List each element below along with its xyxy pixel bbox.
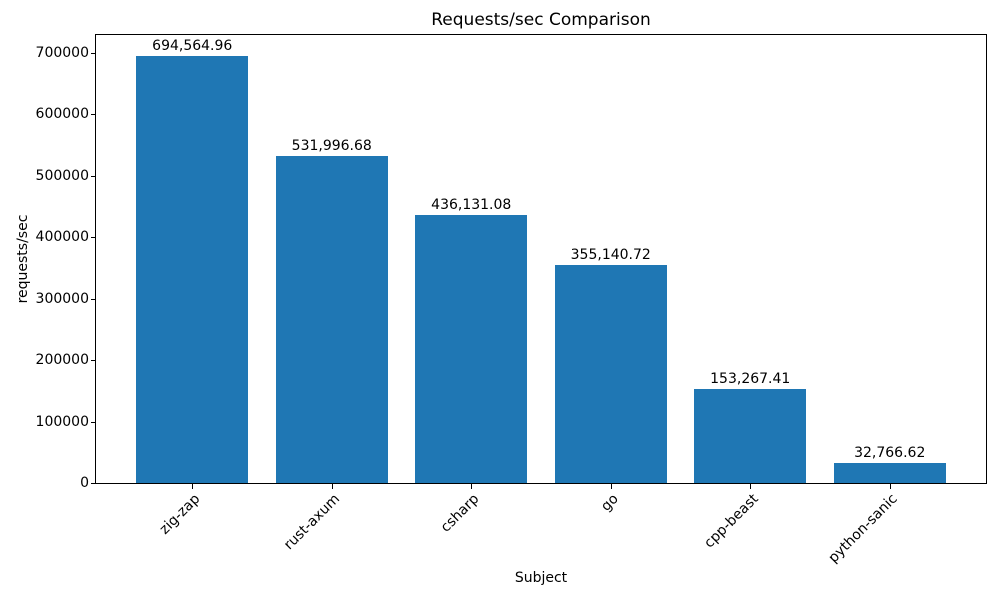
y-tick-label-300000: 300000	[35, 290, 89, 307]
x-axis-label: Subject	[514, 570, 568, 586]
bar-cpp-beast	[694, 388, 807, 483]
y-tick-mark-100000	[91, 421, 96, 423]
bar-value-label-zig-zap: 694,564.96	[152, 38, 233, 55]
y-tick-mark-200000	[91, 360, 96, 362]
bar-go	[554, 264, 667, 483]
y-tick-mark-0	[91, 483, 96, 484]
y-tick-mark-700000	[91, 52, 96, 54]
x-tick-mark-zig-zap	[192, 484, 194, 489]
bar-zig-zap	[136, 56, 249, 483]
bar-value-label-cpp-beast: 153,267.41	[710, 370, 791, 387]
y-tick-mark-600000	[91, 114, 96, 116]
y-tick-mark-400000	[91, 237, 96, 239]
y-tick-label-600000: 600000	[35, 106, 89, 123]
x-tick-mark-go	[610, 484, 612, 489]
bar-value-label-rust-axum: 531,996.68	[291, 138, 372, 155]
x-tick-label-python-sanic: python-sanic	[825, 491, 902, 567]
y-tick-label-100000: 100000	[35, 413, 89, 430]
x-tick-mark-python-sanic	[889, 484, 891, 489]
x-tick-label-cpp-beast: cpp-beast	[701, 491, 762, 552]
y-tick-mark-500000	[91, 175, 96, 177]
x-tick-mark-rust-axum	[331, 484, 333, 489]
bar-value-label-go: 355,140.72	[570, 246, 651, 263]
x-tick-label-csharp: csharp	[437, 491, 483, 536]
y-tick-label-200000: 200000	[35, 352, 89, 369]
bar-value-label-python-sanic: 32,766.62	[854, 444, 926, 461]
y-tick-label-500000: 500000	[35, 167, 89, 184]
bar-value-label-csharp: 436,131.08	[431, 197, 512, 214]
plot-area: 694,564.96 531,996.68 436,131.08 355,140.72…	[95, 34, 987, 484]
x-tick-mark-cpp-beast	[750, 484, 752, 489]
bar-rust-axum	[275, 156, 388, 483]
x-tick-label-zig-zap: zig-zap	[156, 491, 204, 538]
y-tick-label-700000: 700000	[35, 44, 89, 61]
x-tick-mark-csharp	[471, 484, 473, 489]
y-tick-label-0: 0	[80, 475, 89, 491]
bar-python-sanic	[833, 462, 946, 483]
y-tick-mark-300000	[91, 298, 96, 300]
y-tick-label-400000: 400000	[35, 229, 89, 246]
x-tick-label-go: go	[598, 491, 623, 515]
bar-csharp	[415, 215, 528, 483]
x-tick-label-rust-axum: rust-axum	[280, 491, 344, 554]
chart-title: Requests/sec Comparison	[431, 10, 651, 30]
